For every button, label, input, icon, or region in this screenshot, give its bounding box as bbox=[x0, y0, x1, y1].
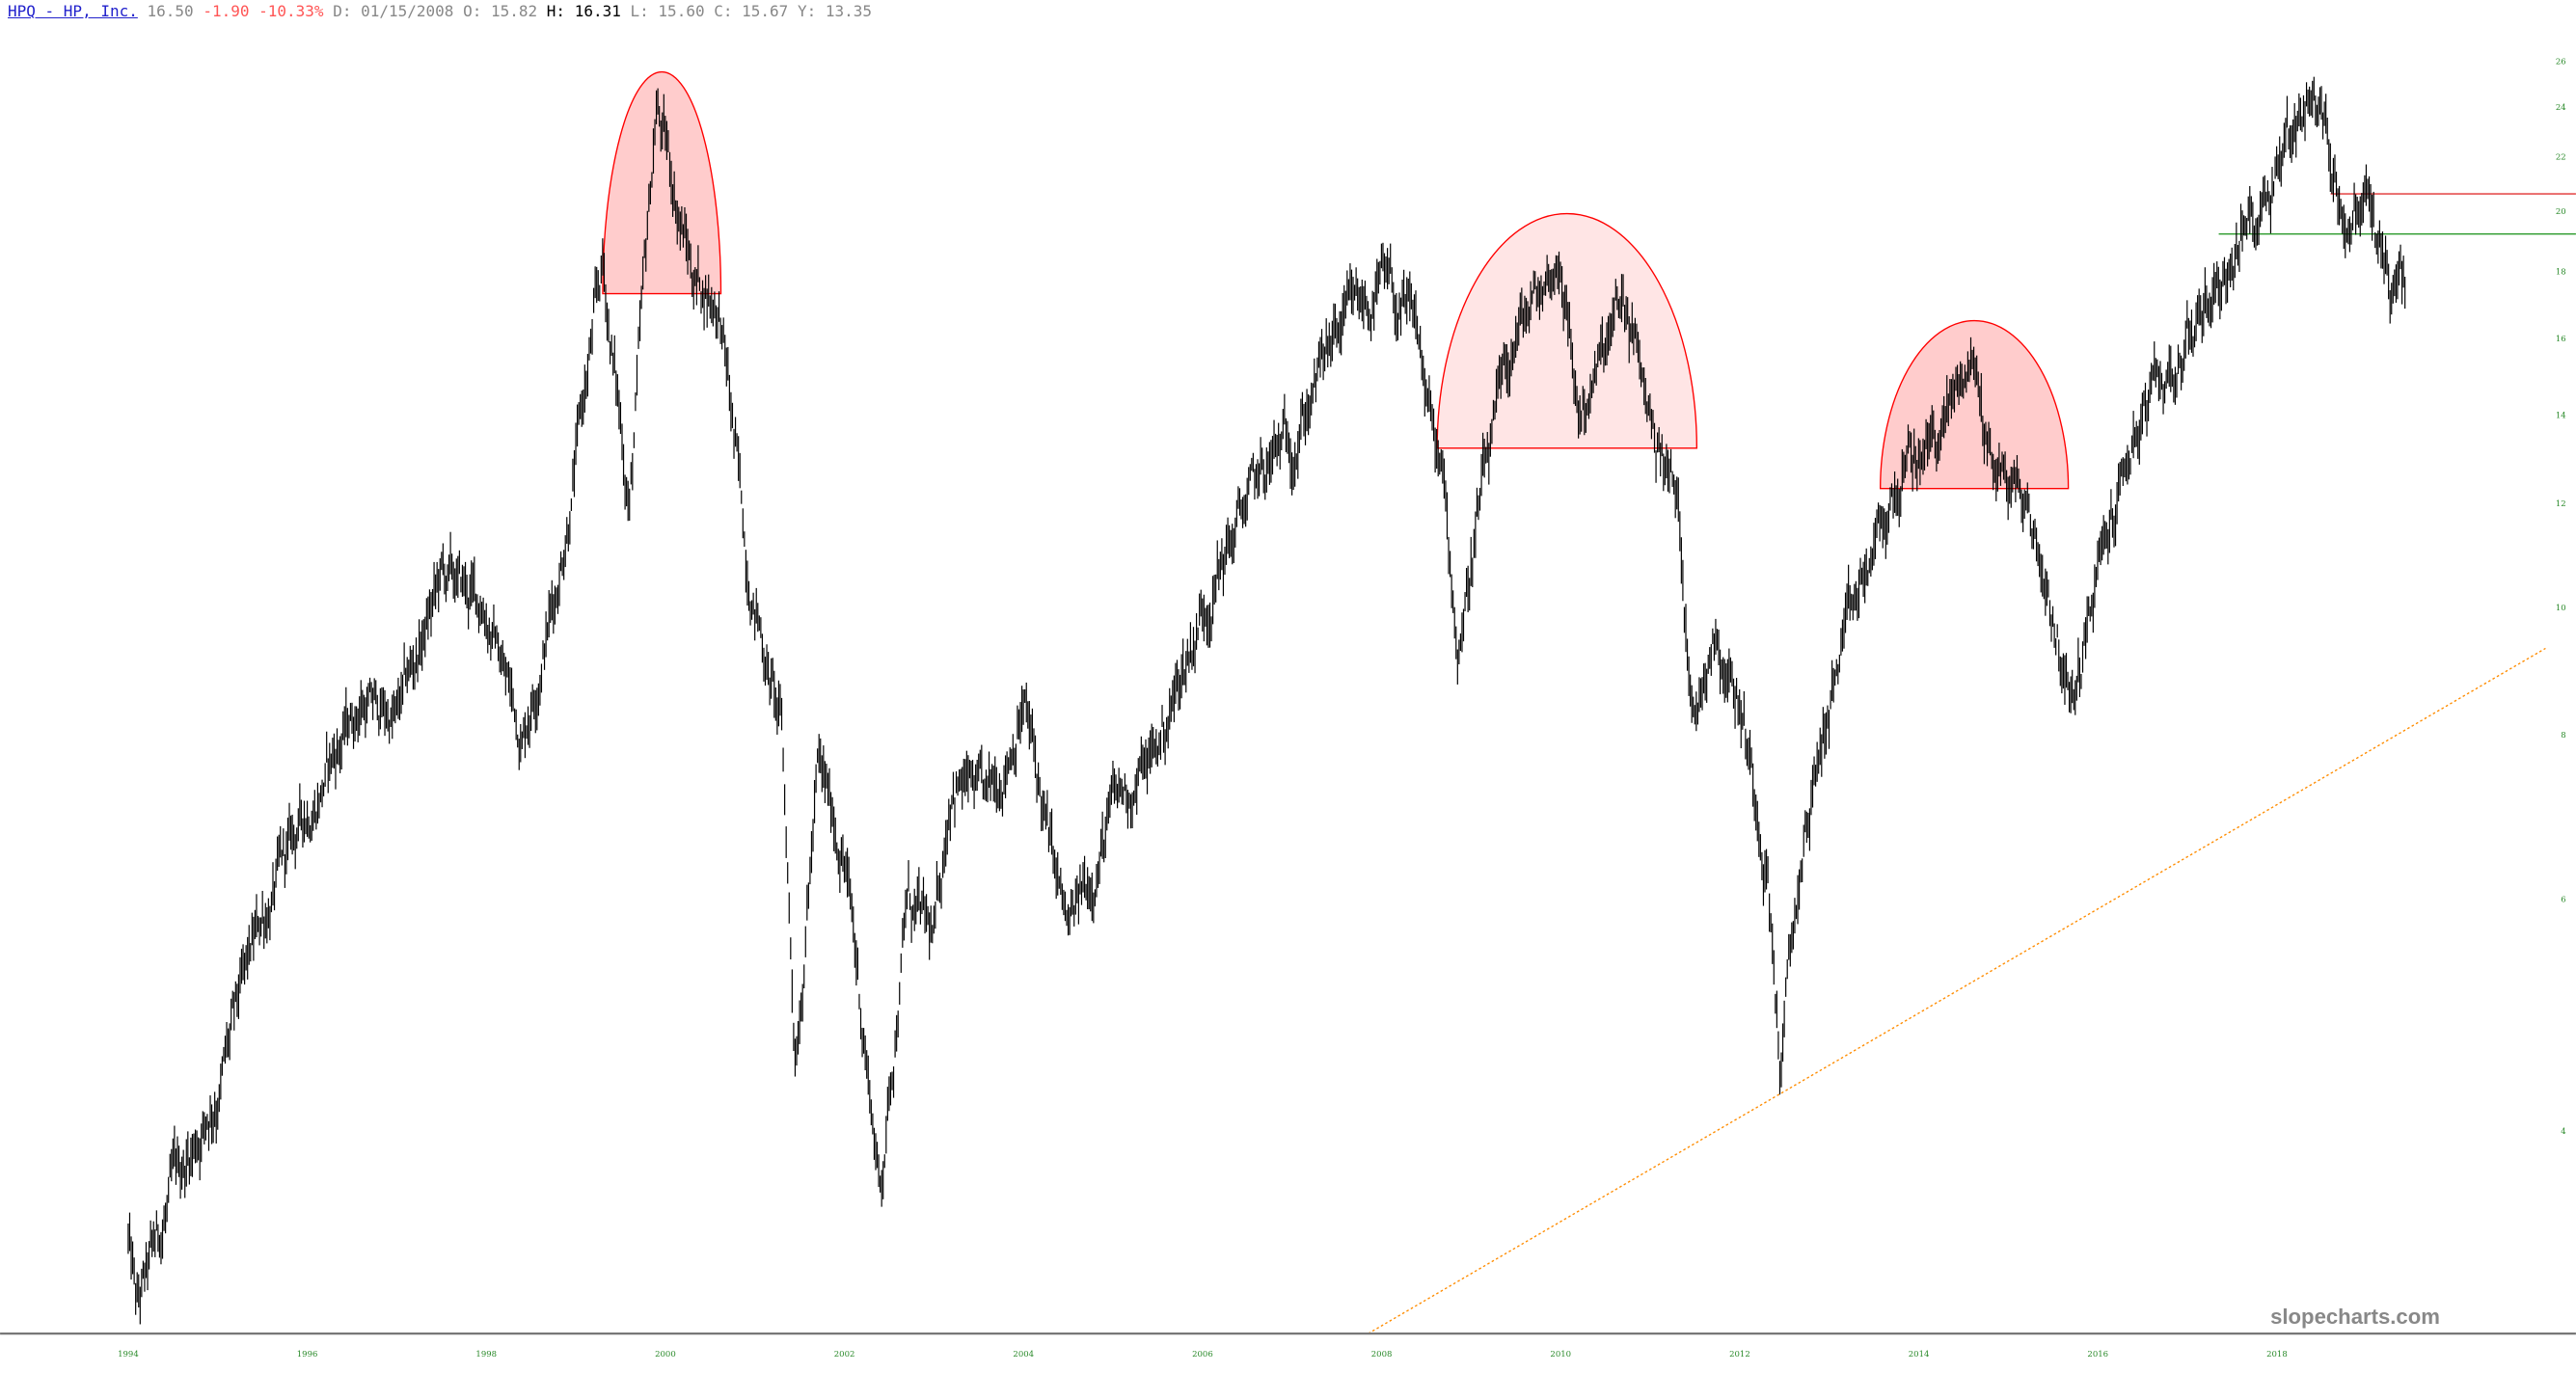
x-tick-label: 2016 bbox=[2087, 1350, 2108, 1360]
price-change-pct: -10.33% bbox=[258, 2, 324, 20]
x-tick-label: 2014 bbox=[1909, 1350, 1930, 1360]
close-label: C: bbox=[714, 2, 733, 20]
y-tick-label: 14 bbox=[2556, 411, 2566, 420]
price-change: -1.90 bbox=[203, 2, 250, 20]
x-tick-label: 2000 bbox=[655, 1350, 676, 1360]
date-label: D: bbox=[333, 2, 352, 20]
watermark: slopecharts.com bbox=[2270, 1305, 2440, 1329]
y-tick-label: 8 bbox=[2561, 731, 2565, 740]
y-tick-label: 6 bbox=[2561, 896, 2565, 905]
x-tick-label: 2012 bbox=[1729, 1350, 1750, 1360]
x-tick-label: 2010 bbox=[1550, 1350, 1571, 1360]
x-tick-label: 2004 bbox=[1013, 1350, 1034, 1360]
annotations bbox=[602, 70, 2576, 1334]
y-tick-label: 22 bbox=[2556, 152, 2566, 162]
high-value: 16.31 bbox=[574, 2, 621, 20]
y-tick-label: 4 bbox=[2561, 1127, 2565, 1137]
x-tick-label: 2002 bbox=[834, 1350, 855, 1360]
y-axis: 26 24 22 20 18 16 14 12 10 8 6 4 bbox=[2556, 57, 2566, 1137]
y-tick-label: 24 bbox=[2556, 103, 2566, 113]
y-tick-label: 10 bbox=[2556, 604, 2566, 613]
y-value: 13.35 bbox=[825, 2, 873, 20]
low-value: 15.60 bbox=[658, 2, 705, 20]
trendline[interactable] bbox=[1368, 647, 2546, 1334]
x-tick-label: 1998 bbox=[475, 1350, 497, 1360]
last-price: 16.50 bbox=[147, 2, 194, 20]
x-tick-label: 1996 bbox=[297, 1350, 318, 1360]
x-axis: 1994 1996 1998 2000 2002 2004 2006 2008 2010 2012… bbox=[118, 1350, 2288, 1360]
x-tick-label: 2006 bbox=[1192, 1350, 1213, 1360]
price-bars bbox=[127, 76, 2406, 1325]
symbol-link[interactable]: HPQ - HP, Inc. bbox=[8, 2, 138, 20]
dome-pattern[interactable] bbox=[602, 70, 722, 295]
x-tick-label: 2008 bbox=[1371, 1350, 1393, 1360]
y-label: Y: bbox=[797, 2, 817, 20]
high-label: H: bbox=[546, 2, 566, 20]
y-tick-label: 16 bbox=[2556, 335, 2566, 344]
date-value: 01/15/2008 bbox=[361, 2, 454, 20]
open-label: O: bbox=[463, 2, 482, 20]
open-value: 15.82 bbox=[490, 2, 538, 20]
y-tick-label: 20 bbox=[2556, 207, 2566, 217]
y-tick-label: 18 bbox=[2556, 267, 2566, 277]
close-value: 15.67 bbox=[742, 2, 789, 20]
x-tick-label: 2018 bbox=[2266, 1350, 2288, 1360]
dome-pattern[interactable] bbox=[1436, 212, 1698, 449]
low-label: L: bbox=[630, 2, 649, 20]
y-tick-label: 26 bbox=[2556, 57, 2566, 67]
y-tick-label: 12 bbox=[2556, 499, 2566, 509]
quote-header: HPQ - HP, Inc. 16.50 -1.90 -10.33% D: 01… bbox=[8, 2, 872, 20]
dome-pattern[interactable] bbox=[1879, 319, 2070, 490]
x-tick-label: 1994 bbox=[118, 1350, 139, 1360]
